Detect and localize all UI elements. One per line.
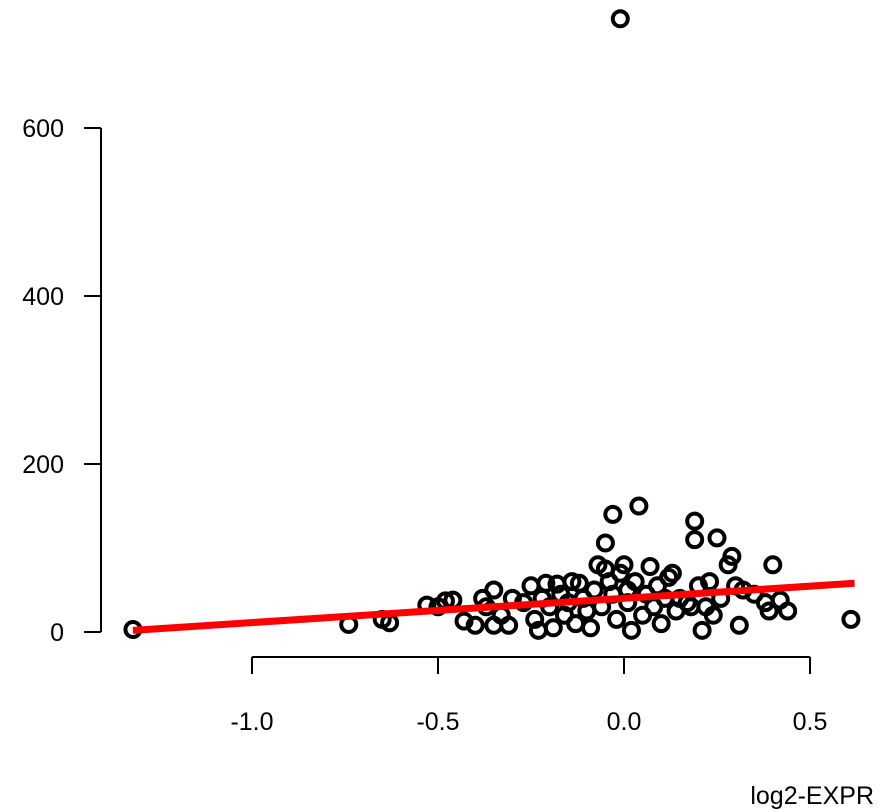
data-point: [584, 580, 604, 600]
data-point: [651, 614, 671, 634]
data-point: [581, 618, 601, 638]
data-point: [700, 572, 720, 592]
data-point: [629, 496, 649, 516]
regression-line: [132, 579, 855, 634]
data-points: [123, 9, 861, 640]
x-tick-label: 0.0: [607, 708, 642, 736]
data-point: [841, 609, 861, 629]
data-point: [621, 620, 641, 640]
data-point: [625, 572, 645, 592]
data-point: [536, 573, 556, 593]
x-tick-label: -0.5: [416, 708, 459, 736]
x-tick-label: -1.0: [230, 708, 273, 736]
data-point: [685, 511, 705, 531]
data-point: [640, 556, 660, 576]
data-point: [778, 601, 798, 621]
data-point: [759, 601, 779, 621]
y-tick-label: 600: [22, 115, 64, 143]
data-point: [614, 555, 634, 575]
x-tick-label: 0.5: [793, 708, 828, 736]
y-axis: 0 200 400 600: [22, 115, 102, 647]
data-point: [484, 580, 504, 600]
y-tick-label: 0: [50, 619, 64, 647]
data-point: [763, 555, 783, 575]
data-point: [692, 620, 712, 640]
data-point: [465, 615, 485, 635]
x-axis-title: log2-EXPR: [750, 782, 874, 810]
data-point: [499, 615, 519, 635]
data-point: [595, 533, 615, 553]
data-point: [610, 9, 630, 29]
data-point: [603, 504, 623, 524]
data-point: [707, 528, 727, 548]
y-tick-label: 400: [22, 283, 64, 311]
data-point: [607, 609, 627, 629]
data-point: [662, 563, 682, 583]
data-point: [722, 546, 742, 566]
data-point: [525, 609, 545, 629]
data-point: [543, 618, 563, 638]
y-tick-label: 200: [22, 451, 64, 479]
data-point: [729, 615, 749, 635]
data-point: [703, 605, 723, 625]
x-axis: -1.0 -0.5 0.0 0.5: [230, 656, 828, 736]
data-point: [685, 530, 705, 550]
